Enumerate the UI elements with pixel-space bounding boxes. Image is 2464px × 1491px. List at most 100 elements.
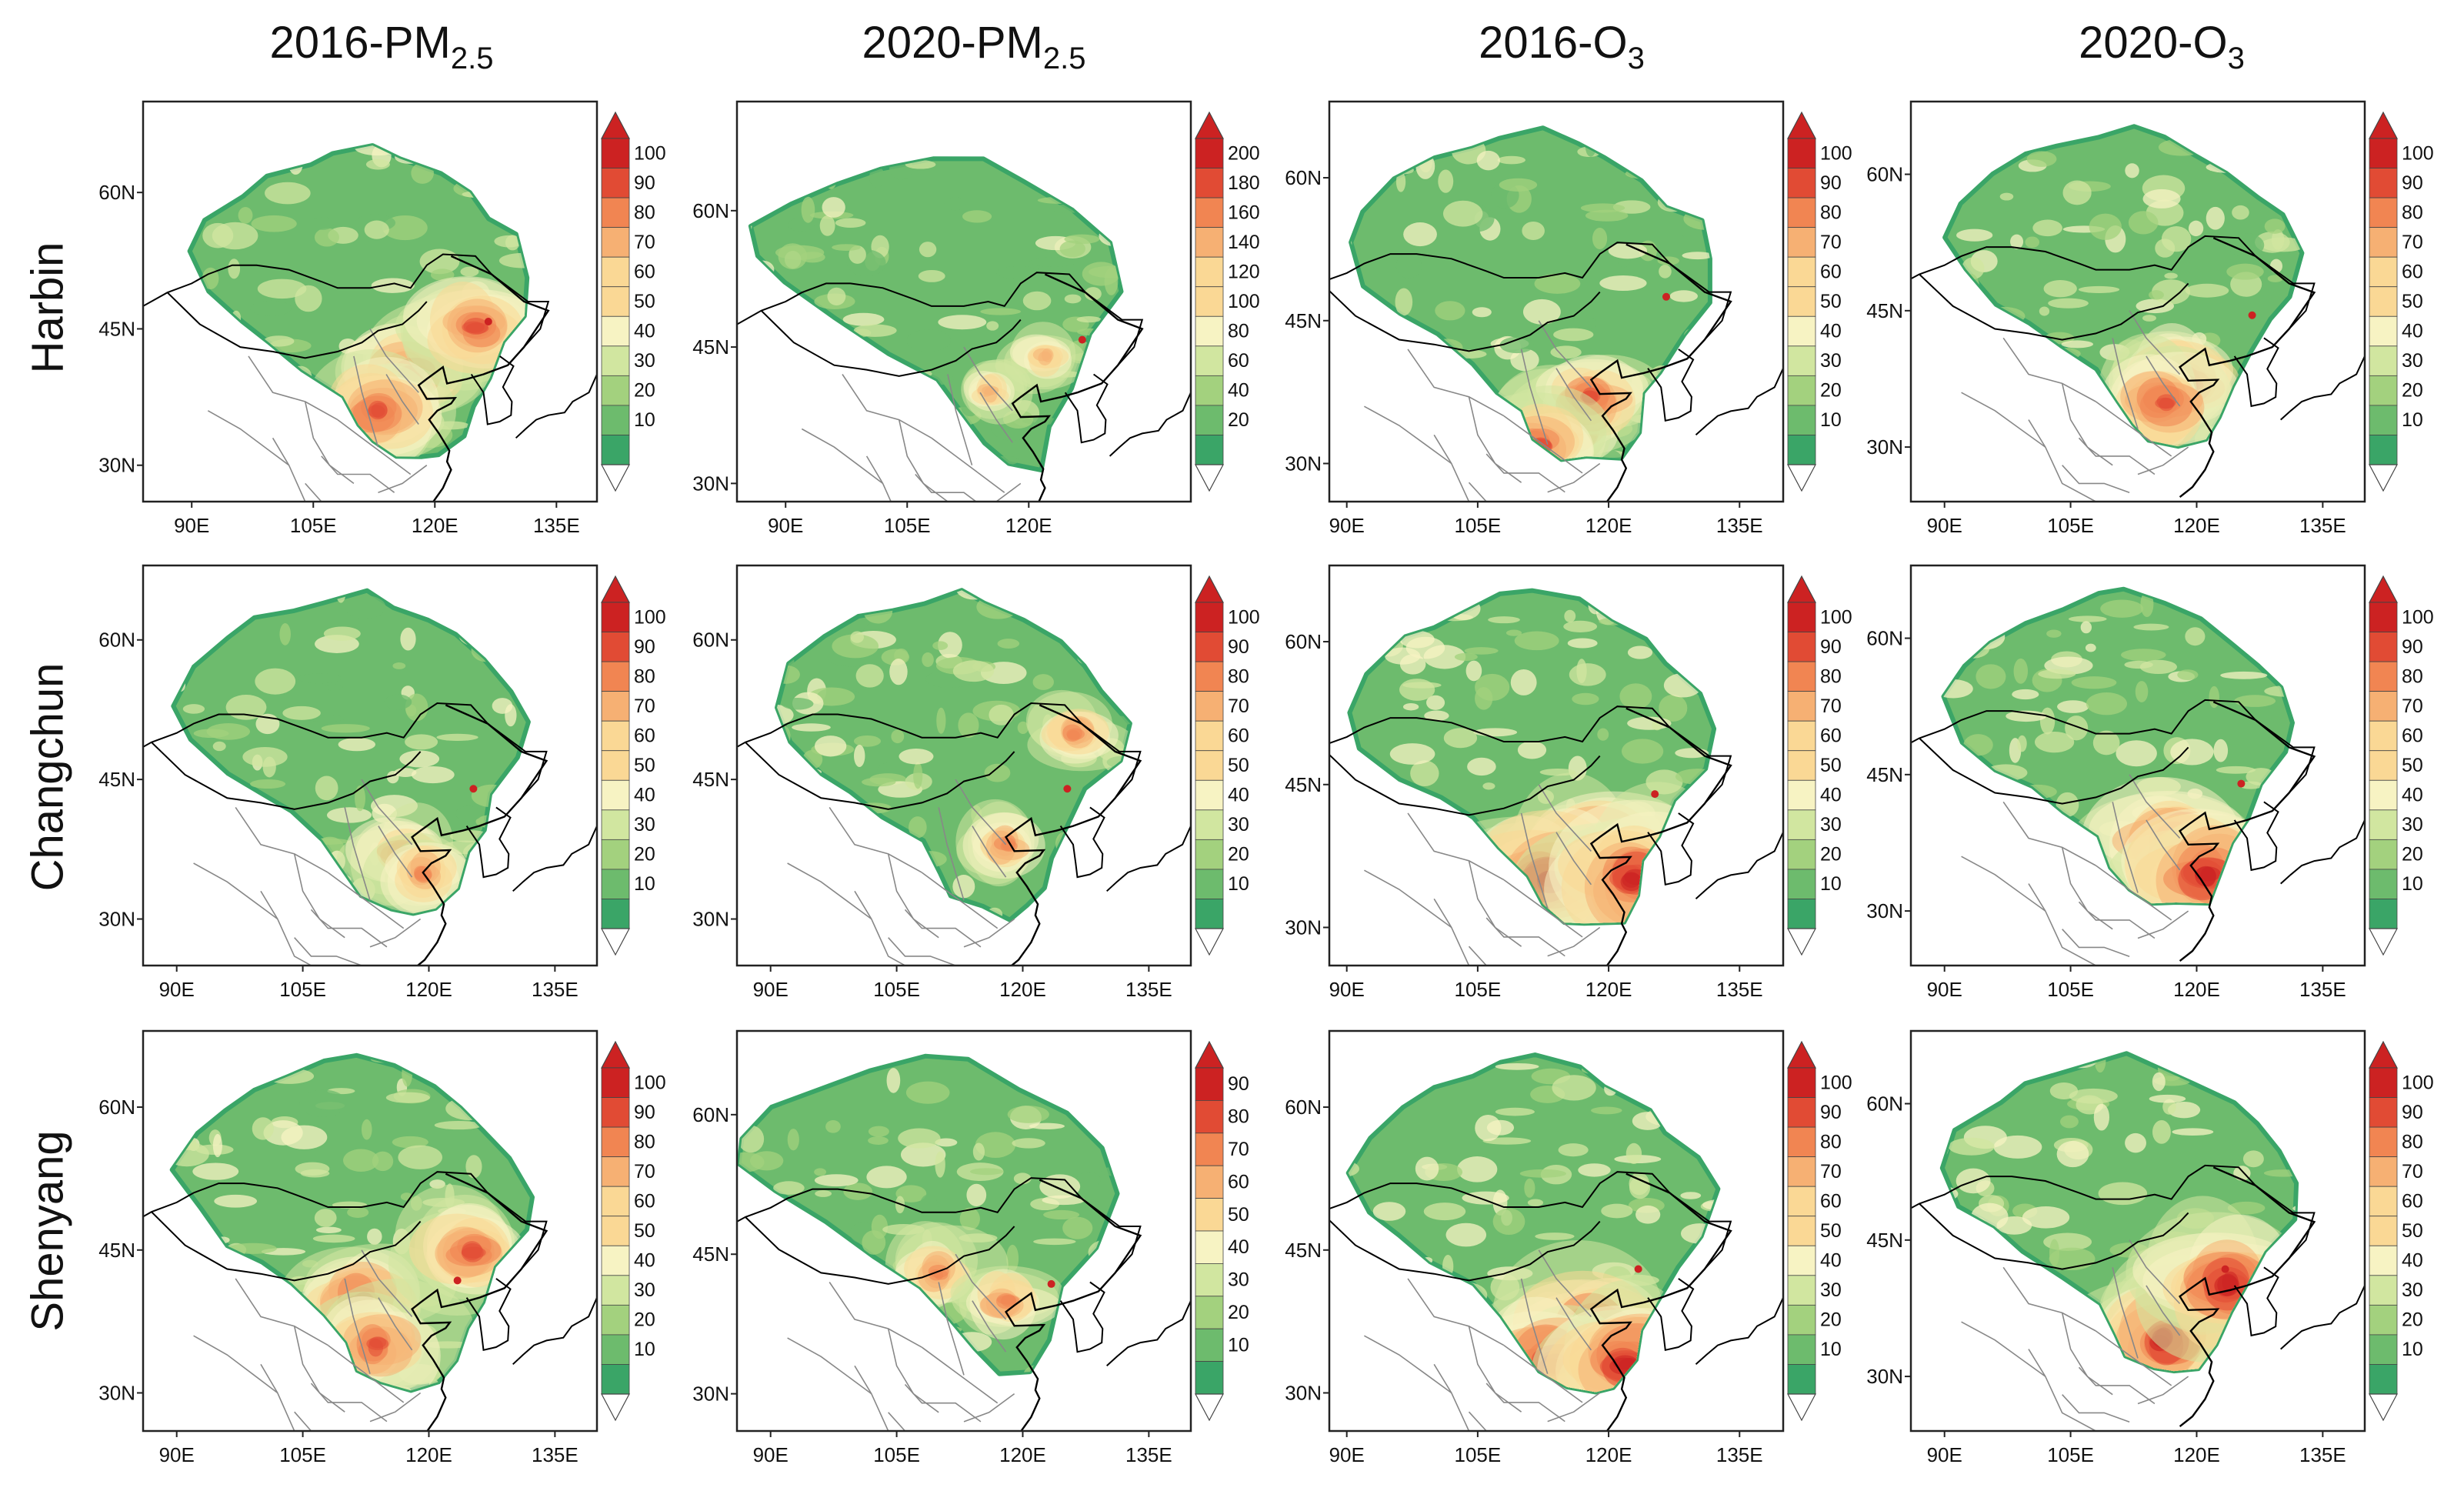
- colorbar-tick-label: 90: [2402, 172, 2423, 194]
- concentration-blob: [1467, 757, 1496, 776]
- colorbar-tick-label: 10: [2402, 873, 2423, 895]
- national-border: [1329, 242, 1732, 345]
- concentration-blob: [1389, 743, 1435, 765]
- concentration-blob: [1999, 192, 2014, 201]
- colorbar-cell: [2369, 286, 2398, 317]
- concentration-blob: [392, 1136, 428, 1149]
- concentration-blob: [314, 228, 339, 247]
- concentration-blob: [228, 1242, 277, 1254]
- province-border: [1961, 856, 2046, 912]
- concentration-blob: [2068, 615, 2107, 622]
- province-border: [1468, 946, 1515, 966]
- map-panel-changchun-4: 90E 105E 120E 135E 30N 45N 60N 100 90 80 70 60 50 40 3…: [1866, 564, 2464, 1023]
- x-tick-label: 120E: [999, 1443, 1046, 1466]
- concentration-blob: [2172, 1128, 2214, 1136]
- colorbar-max-arrow: [601, 111, 630, 139]
- hotspot-contour: [2222, 1271, 2239, 1293]
- colorbar-tick-label: 30: [634, 1279, 655, 1301]
- hotspot-contour: [977, 384, 995, 397]
- concentration-blob: [935, 1138, 958, 1147]
- colorbar-tick-label: 10: [634, 1339, 655, 1360]
- concentration-blob: [1635, 1205, 1661, 1224]
- concentration-blob: [279, 622, 291, 645]
- map-svg: 90E 105E 120E 135E 30N 45N 60N 100 90 80 70 60 50 40 3…: [1285, 564, 1852, 1001]
- colorbar-cell: [2369, 779, 2398, 811]
- row-label-shenyang: Shenyang: [22, 1130, 73, 1332]
- colorbar-tick-label: 100: [1820, 1072, 1852, 1093]
- colorbar-cell: [2369, 1156, 2398, 1187]
- concentration-blob: [1372, 1202, 1406, 1221]
- province-border: [2095, 1330, 2172, 1386]
- concentration-blob: [909, 816, 927, 839]
- province-border: [2002, 801, 2096, 866]
- concentration-blob: [932, 641, 949, 650]
- colorbar-min-arrow: [1787, 464, 1816, 492]
- coastline: [1695, 1295, 1783, 1366]
- colorbar-tick-label: 10: [1820, 873, 1842, 895]
- concentration-blob: [315, 1226, 342, 1233]
- colorbar-tick-label: 10: [2402, 1339, 2423, 1360]
- concentration-blob: [2032, 219, 2062, 237]
- concentration-blob: [835, 218, 866, 228]
- concentration-blob: [1597, 728, 1609, 741]
- colorbar-min-arrow: [1787, 1393, 1816, 1422]
- colorbar-cell: [1195, 809, 1224, 840]
- y-tick-label: 30N: [1866, 435, 1903, 459]
- colorbar-tick-label: 30: [634, 814, 655, 836]
- province-border: [2028, 419, 2096, 502]
- concentration-blob: [739, 1152, 765, 1172]
- map-panel-shenyang-2: 90E 105E 120E 135E 30N 45N 60N 90 80 70 60 50 40 30 20…: [692, 1029, 1299, 1489]
- province-border: [938, 1282, 965, 1376]
- x-tick-label: 135E: [1716, 1443, 1763, 1466]
- province-border: [1555, 832, 1592, 886]
- map-svg: 90E 105E 120E 135E 30N 45N 60N 100 90 80 70 60 50 40 3…: [1866, 100, 2434, 537]
- coastline: [1106, 1298, 1191, 1367]
- colorbar-tick-label: 100: [1820, 142, 1852, 164]
- concentration-blob: [214, 1194, 258, 1208]
- colorbar-tick-label: 70: [1820, 695, 1842, 717]
- colorbar-tick-label: 70: [634, 1161, 655, 1182]
- colorbar-cell: [2369, 345, 2398, 376]
- x-tick-label: 90E: [159, 1443, 195, 1466]
- colorbar-tick-label: 40: [1228, 380, 1249, 402]
- province-border: [327, 872, 405, 929]
- colorbar-cell: [1787, 435, 1816, 465]
- colorbar-cell: [1787, 1216, 1816, 1246]
- concentration-blob: [898, 1128, 941, 1149]
- concentration-blob: [1482, 782, 1495, 790]
- concentration-blob: [1395, 253, 1422, 279]
- colorbar-cell: [2369, 315, 2398, 347]
- colorbar-cell: [1787, 691, 1816, 722]
- hotspot-contour: [1620, 872, 1642, 892]
- concentration-blob: [2098, 1182, 2148, 1206]
- colorbar-cell: [2369, 869, 2398, 899]
- concentration-blob: [1454, 652, 1478, 661]
- province-border: [963, 1393, 1015, 1423]
- y-tick-label: 60N: [692, 629, 729, 652]
- colorbar-max-arrow: [1787, 111, 1816, 139]
- concentration-blob: [325, 684, 343, 691]
- concentration-blob: [2261, 237, 2302, 252]
- colorbar-cell: [601, 345, 630, 376]
- y-tick-label: 45N: [1866, 763, 1903, 786]
- colorbar-min-arrow: [601, 464, 630, 492]
- province-border: [1407, 1278, 1505, 1346]
- y-tick-label: 60N: [692, 1103, 729, 1126]
- province-border: [2028, 883, 2096, 966]
- colorbar-cell: [601, 256, 630, 288]
- concentration-blob: [997, 639, 1020, 649]
- colorbar-cell: [2369, 168, 2398, 198]
- colorbar-cell: [1787, 227, 1816, 258]
- concentration-blob: [465, 1155, 482, 1179]
- x-tick-label: 105E: [873, 978, 920, 1001]
- national-border: [737, 272, 1144, 371]
- colorbar-tick-label: 80: [1228, 665, 1249, 687]
- row-label-changchun: Changchun: [22, 662, 73, 892]
- province-border: [1961, 1321, 2046, 1377]
- hotspot-contour: [1066, 728, 1085, 740]
- concentration-blob: [212, 741, 226, 752]
- concentration-blob: [1505, 629, 1522, 636]
- map-frame: [1909, 564, 2366, 967]
- concentration-blob: [2185, 627, 2206, 646]
- colorbar-cell: [2369, 197, 2398, 228]
